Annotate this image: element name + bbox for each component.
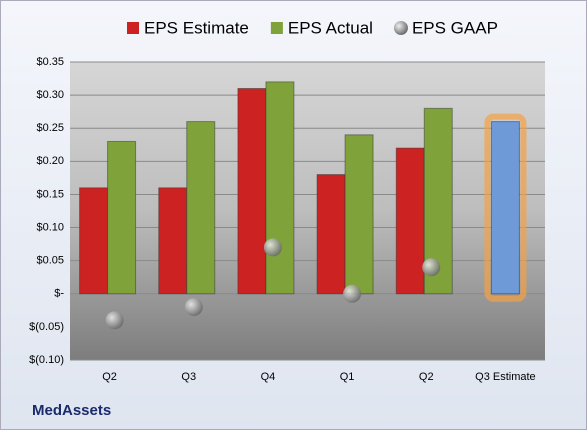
legend-label: EPS Estimate [144, 18, 249, 37]
y-tick-label: $0.35 [36, 56, 64, 68]
legend-label: EPS GAAP [412, 18, 498, 37]
x-tick-label: Q4 [261, 371, 276, 383]
bar [158, 187, 188, 295]
gaap-marker [343, 284, 362, 303]
y-tick-label: $(0.10) [29, 354, 64, 366]
bar [79, 187, 109, 295]
highlight-glow [484, 113, 527, 302]
legend-swatch [393, 21, 408, 35]
x-tick-label: Q3 Estimate [475, 371, 536, 383]
bar [316, 174, 346, 295]
bar [186, 121, 216, 295]
plot-area [70, 62, 545, 360]
x-tick-label: Q3 [181, 371, 196, 383]
y-tick-label: $0.30 [36, 89, 64, 101]
bar [107, 140, 137, 295]
x-tick-label: Q1 [340, 371, 355, 383]
y-tick-label: $0.05 [36, 255, 64, 267]
gaap-marker [105, 311, 124, 330]
bar [490, 121, 520, 295]
y-tick-label: $0.10 [36, 221, 64, 233]
bar [265, 81, 295, 295]
legend-label: EPS Actual [288, 18, 373, 37]
bar [237, 87, 267, 295]
legend-swatch [127, 22, 139, 34]
gaap-marker [422, 258, 441, 277]
bar [395, 147, 425, 295]
gaap-marker [184, 298, 203, 317]
x-tick-label: Q2 [419, 371, 434, 383]
y-tick-label: $0.20 [36, 155, 64, 167]
y-tick-label: $(0.05) [29, 321, 64, 333]
legend-swatch [270, 22, 283, 34]
x-tick-label: Q2 [102, 371, 117, 383]
y-tick-label: $- [54, 288, 64, 300]
gaap-marker [263, 238, 282, 257]
y-tick-label: $0.15 [36, 188, 64, 200]
y-tick-label: $0.25 [36, 122, 64, 134]
bar [344, 134, 374, 295]
footer: MedAssets [32, 402, 111, 419]
